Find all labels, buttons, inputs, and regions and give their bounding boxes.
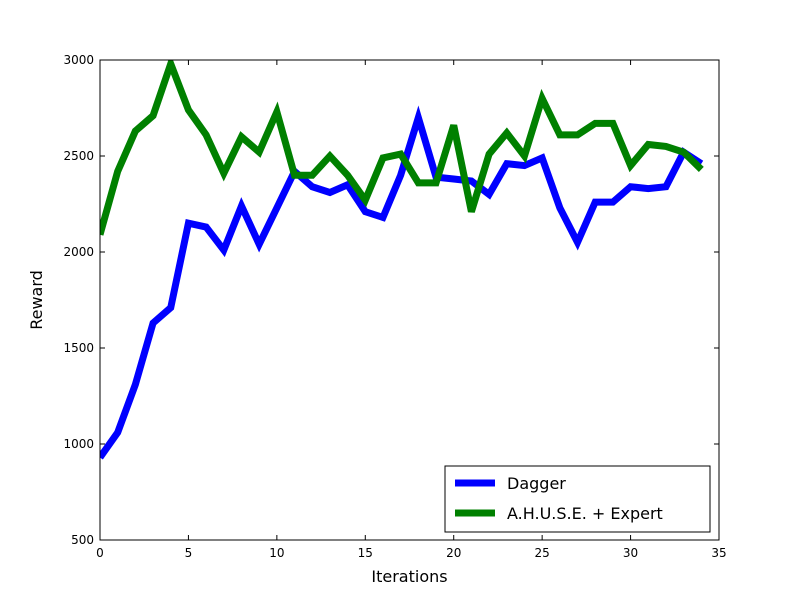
- x-tick-label: 35: [711, 546, 726, 560]
- x-tick-label: 0: [96, 546, 104, 560]
- legend-label: A.H.U.S.E. + Expert: [507, 504, 663, 523]
- series-line-ahuse-expert: [100, 60, 704, 236]
- y-tick-label: 3000: [63, 53, 94, 67]
- series-layer: [100, 60, 704, 460]
- x-tick-label: 15: [358, 546, 373, 560]
- legend-label: Dagger: [507, 474, 566, 493]
- x-tick-label: 5: [185, 546, 193, 560]
- legend: Dagger A.H.U.S.E. + Expert: [444, 465, 711, 533]
- x-tick-label: 10: [269, 546, 284, 560]
- y-tick-label: 500: [71, 533, 94, 547]
- x-tick-label: 25: [535, 546, 550, 560]
- ticks-layer: 0 5 10 15 20 25 30 35 500 1000 1500 2000 2500 3000: [63, 53, 726, 560]
- x-axis-label: Iterations: [371, 567, 447, 586]
- y-tick-label: 1000: [63, 437, 94, 451]
- y-axis-label: Reward: [27, 270, 46, 330]
- x-tick-label: 30: [623, 546, 638, 560]
- plot-frame: [99, 59, 720, 541]
- legend-box: [444, 465, 711, 533]
- x-tick-label: 20: [446, 546, 461, 560]
- y-tick-label: 2000: [63, 245, 94, 259]
- y-tick-label: 2500: [63, 149, 94, 163]
- series-line-dagger: [100, 105, 704, 460]
- y-tick-label: 1500: [63, 341, 94, 355]
